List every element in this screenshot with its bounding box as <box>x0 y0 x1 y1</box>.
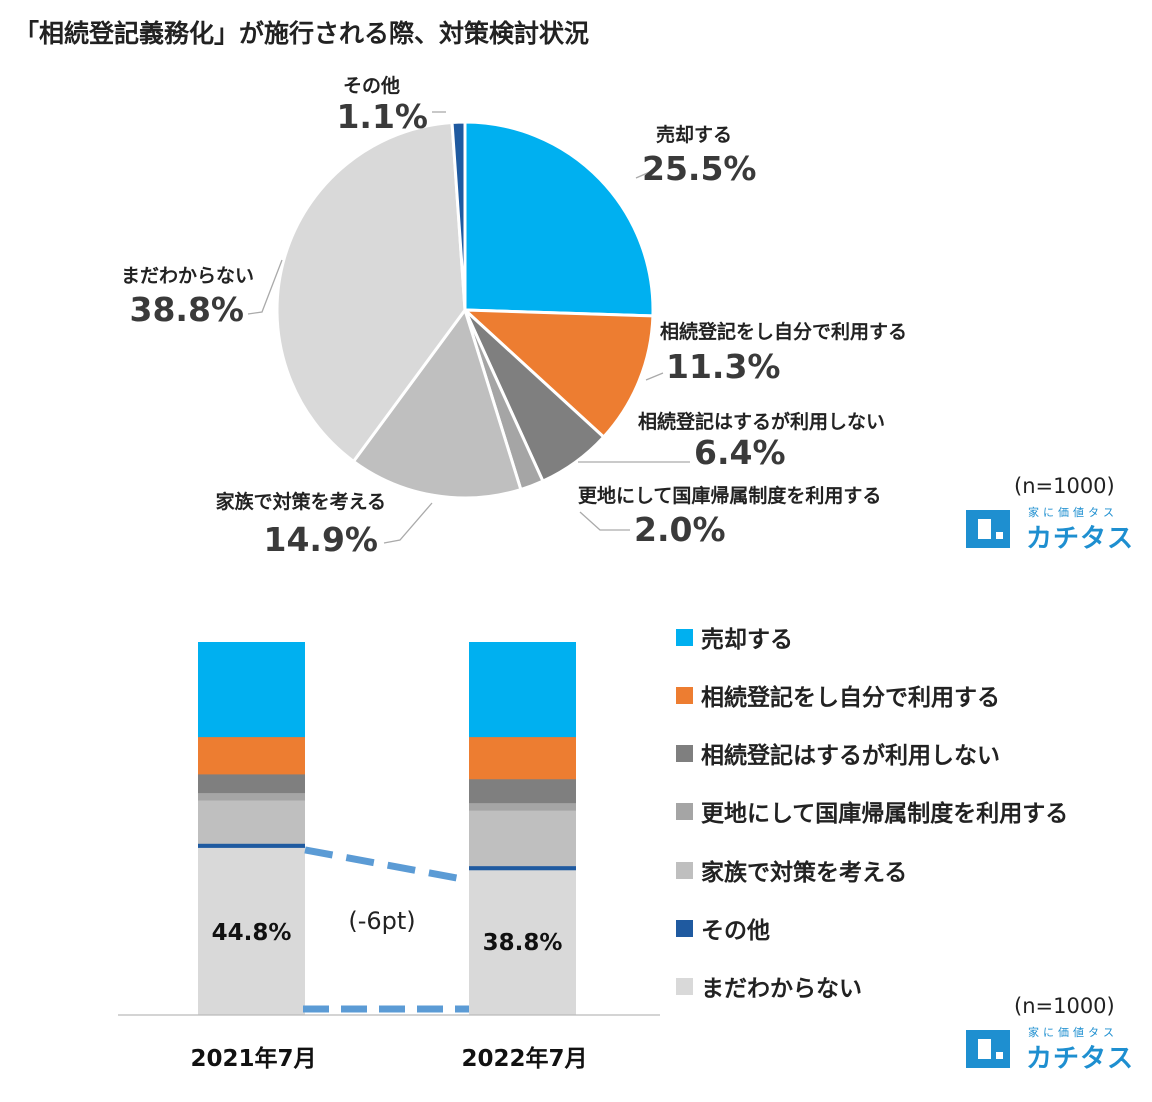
bar-value-label-unknown: 44.8% <box>212 920 292 946</box>
pie-category-label-unknown: まだわからない <box>121 265 254 287</box>
bar-segment-other <box>198 843 305 849</box>
legend-swatch <box>676 802 693 820</box>
legend-swatch <box>676 744 693 762</box>
legend-item-sell: 売却する <box>676 620 793 654</box>
pie-value-label-sell: 25.5% <box>642 149 757 188</box>
bar-segment-national-treasury <box>469 803 576 812</box>
x-tick-label: 2021年7月 <box>190 1045 316 1072</box>
pie-value-label-national-treasury: 2.0% <box>634 510 726 549</box>
pie-category-label-other: その他 <box>343 74 400 97</box>
sample-size-note-bar: (n=1000) <box>1014 994 1115 1018</box>
pie-chart <box>275 120 655 500</box>
pie-category-label-register-no-use: 相続登記はするが利用しない <box>638 410 885 433</box>
legend-label: 相続登記はするが利用しない <box>701 743 1000 769</box>
legend-item-other: その他 <box>676 911 770 945</box>
legend-swatch <box>676 861 693 879</box>
difference-dash-top <box>304 846 470 884</box>
legend-item-self-register: 相続登記をし自分で利用する <box>676 678 1000 712</box>
legend-label: 相続登記をし自分で利用する <box>701 685 1000 711</box>
bar-segment-register-no-use <box>198 774 305 794</box>
pie-value-label-register-no-use: 6.4% <box>694 433 786 472</box>
logo-wordmark: カチタス <box>1026 524 1135 554</box>
stacked-bar-chart: 44.8% 2021年7月 38.8% 2022年7月 (-6pt) <box>118 642 660 1072</box>
pie-slice-family <box>351 306 523 500</box>
pie-category-label-family: 家族で対策を考える <box>216 490 386 513</box>
sample-size-note-pie: (n=1000) <box>1014 474 1115 498</box>
legend-item-family: 家族で対策を考える <box>676 853 907 887</box>
pie-slice-other <box>450 120 467 311</box>
pie-leader-unknown <box>247 259 283 315</box>
bar-segment-other <box>469 866 576 871</box>
bar-segment-national-treasury <box>198 793 305 802</box>
legend-item-national-treasury: 更地にして国庫帰属制度を利用する <box>676 794 1068 828</box>
pie-category-label-sell: 売却する <box>656 123 732 146</box>
pie-value-label-self-register: 11.3% <box>666 347 781 386</box>
legend-item-unknown: まだわからない <box>676 969 862 1003</box>
bar-segment-unknown <box>198 847 305 1016</box>
legend-swatch <box>676 686 693 704</box>
page-title: 「相続登記義務化」が施行される際、対策検討状況 <box>14 19 590 48</box>
bar-segment-unknown <box>469 870 576 1016</box>
pie-leader-self-register <box>645 372 664 381</box>
logo-tagline: 家に価値タス <box>1028 506 1118 519</box>
bar-segment-sell <box>198 642 305 738</box>
pie-slice-sell <box>463 120 655 318</box>
pie-leader-family <box>383 502 433 544</box>
legend-swatch <box>676 628 693 646</box>
logo-wordmark: カチタス <box>1026 1044 1135 1074</box>
bar-segment-register-no-use <box>469 779 576 804</box>
bar-segment-family <box>198 800 305 845</box>
kachitas-logo-mark <box>966 1030 1010 1068</box>
logo-tagline: 家に価値タス <box>1028 1026 1118 1039</box>
legend-swatch <box>676 977 693 995</box>
difference-label: (-6pt) <box>348 907 415 935</box>
bar-segment-self-register <box>198 737 305 775</box>
pie-value-label-family: 14.9% <box>264 520 379 559</box>
legend-swatch <box>676 919 693 937</box>
legend-label: まだわからない <box>701 976 862 1002</box>
bar-value-label-unknown: 38.8% <box>483 930 563 956</box>
bar-segment-sell <box>469 642 576 738</box>
x-tick-label: 2022年7月 <box>461 1045 587 1072</box>
pie-labels: 売却する 25.5% 相続登記をし自分で利用する 11.3% 相続登記はするが利用しない… <box>121 74 907 559</box>
legend-label: その他 <box>701 918 770 944</box>
pie-value-label-other: 1.1% <box>336 97 428 136</box>
kachitas-logo-top: 家に価値タス カチタス <box>966 504 1136 554</box>
pie-category-label-self-register: 相続登記をし自分で利用する <box>660 320 907 343</box>
pie-category-label-national-treasury: 更地にして国庫帰属制度を利用する <box>578 484 881 507</box>
legend-label: 売却する <box>701 627 793 653</box>
pie-slice-self_register <box>461 308 655 440</box>
legend-label: 家族で対策を考える <box>701 860 908 886</box>
pie-slice-unknown <box>275 120 467 464</box>
pie-leader-national-treasury <box>579 511 630 531</box>
pie-value-label-unknown: 38.8% <box>130 290 245 329</box>
legend-item-register-no-use: 相続登記はするが利用しない <box>676 736 1000 770</box>
kachitas-logo-mark <box>966 510 1010 548</box>
kachitas-logo-bottom: 家に価値タス カチタス <box>966 1024 1136 1074</box>
bar-segment-family <box>469 810 576 867</box>
pie-leader-sell <box>635 170 653 179</box>
legend-label: 更地にして国庫帰属制度を利用する <box>701 801 1069 827</box>
bar-segment-self-register <box>469 737 576 780</box>
